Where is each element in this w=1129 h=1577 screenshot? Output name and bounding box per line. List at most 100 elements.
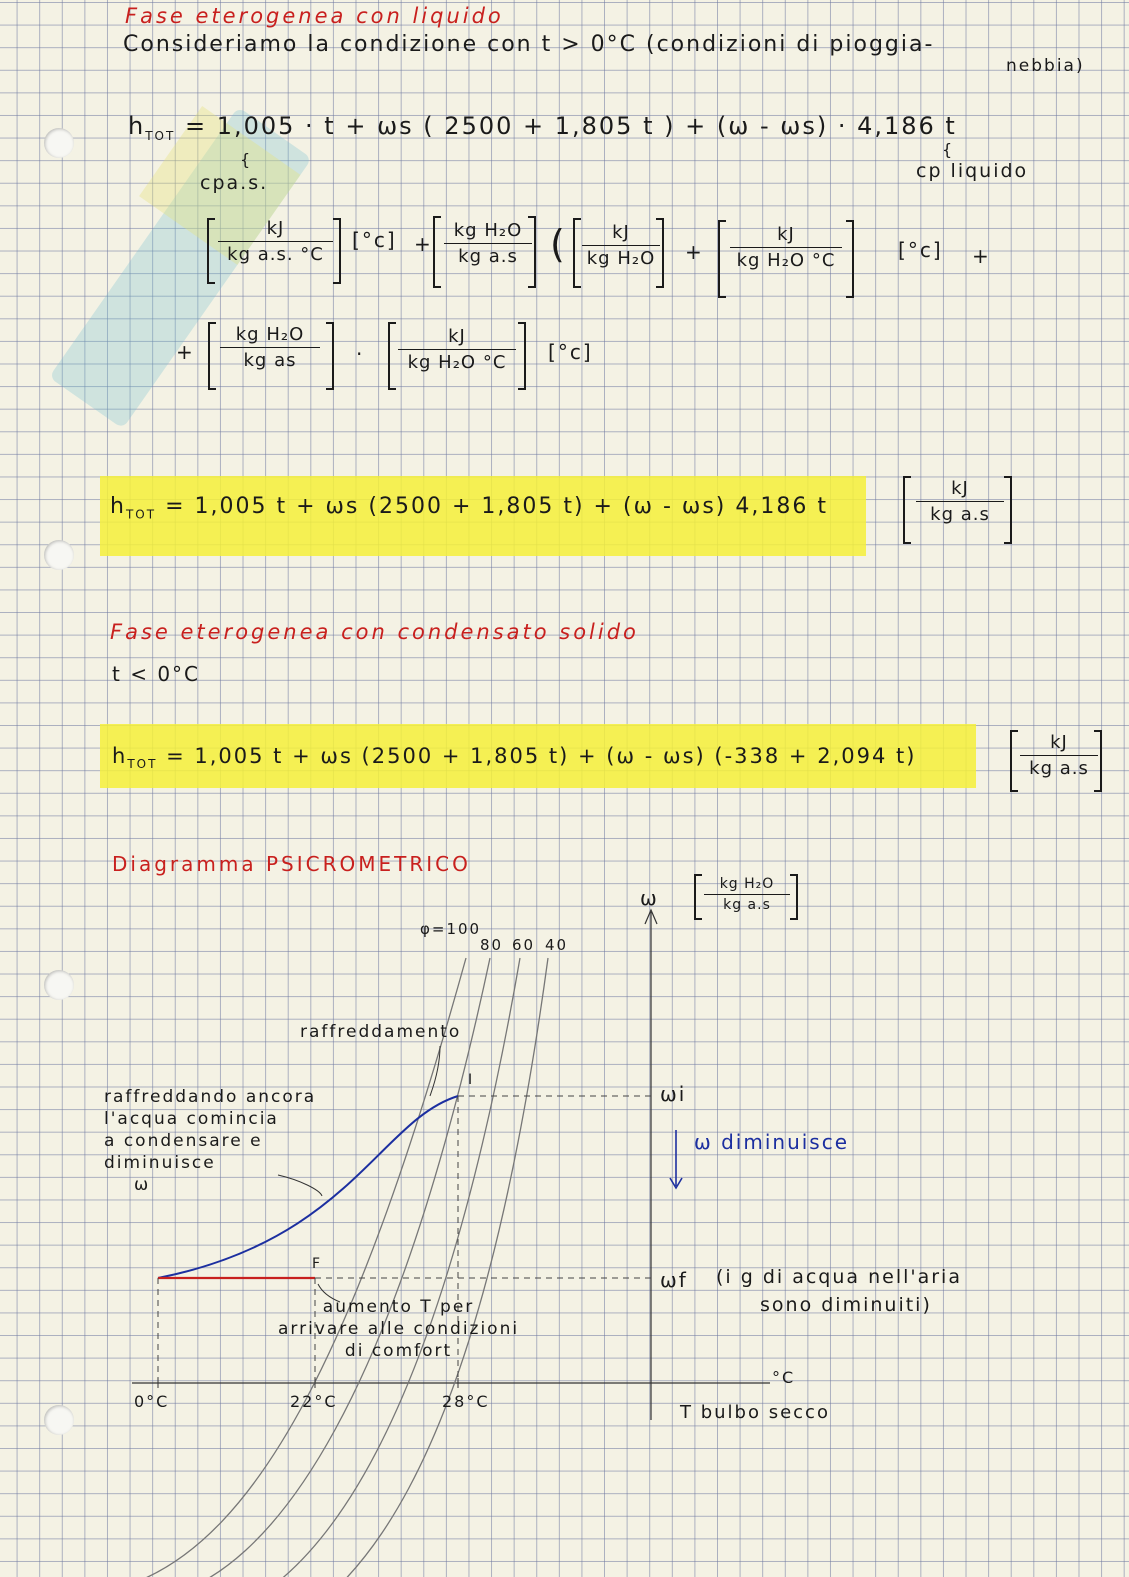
- highlight-band: [100, 724, 976, 788]
- cp-liquid-note: cp liquido: [916, 160, 1029, 182]
- unit-num: kJ: [582, 222, 660, 246]
- enthalpy-symbol: h: [110, 494, 126, 519]
- unit-fraction: kJ kg H₂O °C: [398, 326, 516, 373]
- w-decrease-label: ω diminuisce: [694, 1130, 850, 1154]
- plus-sign: +: [176, 340, 193, 364]
- note-line: diminuisce: [104, 1153, 216, 1173]
- label-raffreddamento: raffreddamento: [300, 1022, 462, 1042]
- note-line: a condensare e: [104, 1131, 263, 1151]
- bracket-left: [718, 220, 726, 298]
- unit-den: kg as: [243, 350, 297, 371]
- unit-celsius: [°c]: [548, 340, 593, 364]
- section-title-solid: Fase eterogenea con condensato solido: [110, 620, 639, 644]
- brace-mark: {: [942, 140, 953, 159]
- unit-den: kg a.s: [723, 897, 771, 913]
- intro-line-continued: nebbia): [1006, 56, 1085, 76]
- bracket-right: [333, 218, 341, 284]
- bracket-right: [1094, 730, 1102, 792]
- unit-celsius-text: °c: [557, 340, 583, 364]
- highlight-band: [100, 476, 866, 556]
- bracket-left: [208, 322, 216, 390]
- unit-celsius: [°c]: [352, 228, 397, 252]
- bracket-left: [573, 218, 581, 288]
- enthalpy-subscript: TOT: [125, 507, 157, 522]
- bracket-right: [790, 874, 798, 920]
- w-axis-arrow: [644, 908, 658, 925]
- bracket-right: [326, 322, 334, 390]
- binder-hole: [44, 540, 74, 570]
- bracket-left: [388, 322, 396, 390]
- unit-fraction: kJ kg H₂O °C: [730, 224, 842, 271]
- note-reheating: aumento T per arrivare alle condizioni d…: [278, 1296, 519, 1362]
- unit-fraction: kJ kg a.s. °C: [218, 218, 333, 265]
- cp-dry-air-note: cpa.s.: [200, 172, 269, 194]
- unit-celsius-text: °c: [907, 238, 933, 262]
- unit-den: kg a.s: [458, 246, 518, 267]
- note-line: l'acqua comincia: [104, 1109, 279, 1129]
- unit-den: kg H₂O: [586, 248, 656, 269]
- tick-0c: 0°C: [134, 1392, 170, 1411]
- unit-num: kJ: [916, 478, 1004, 502]
- bracket-right: [528, 216, 536, 288]
- temperature-condition: t < 0°C: [112, 662, 201, 686]
- plus-sign: +: [972, 244, 989, 268]
- unit-celsius-text: °c: [361, 228, 387, 252]
- point-f-label: F: [312, 1256, 323, 1272]
- plus-sign: +: [414, 232, 431, 256]
- bracket-left: [694, 874, 702, 920]
- plus-sign: +: [685, 240, 702, 264]
- intro-line: Consideriamo la condizione con t > 0°C (…: [123, 32, 935, 57]
- enthalpy-symbol: h: [112, 744, 128, 768]
- unit-den: kg a.s: [1029, 758, 1089, 779]
- x-axis-unit: °C: [772, 1368, 796, 1387]
- bracket-right: [656, 218, 664, 288]
- note-line: raffreddando ancora: [104, 1087, 317, 1107]
- curve-phi-100: [145, 957, 467, 1577]
- unit-fraction: kg H₂O kg a.s: [444, 220, 532, 267]
- bracket-right: [518, 322, 526, 390]
- curve-phi-60: [282, 957, 521, 1577]
- bracket-right: [846, 220, 854, 298]
- tick-28c: 28°C: [442, 1392, 490, 1411]
- note-line: arrivare alle condizioni: [278, 1319, 520, 1339]
- bracket-left: [207, 218, 215, 284]
- unit-num: kg H₂O: [220, 324, 320, 348]
- point-i-label: I: [468, 1072, 475, 1088]
- w-axis-unit: kg H₂O kg a.s: [704, 876, 790, 913]
- dot-operator: ·: [356, 342, 363, 366]
- note-line: ω: [134, 1175, 151, 1195]
- bracket-left: [903, 476, 911, 544]
- unit-fraction: kg H₂O kg as: [220, 324, 320, 371]
- unit-den: kg H₂O °C: [736, 250, 836, 271]
- unit-fraction: kJ kg a.s: [916, 478, 1004, 525]
- equation-body: = 1,005 · t + ωs ( 2500 + 1,805 t ) + (ω…: [184, 112, 957, 140]
- leader-note2: [317, 1283, 341, 1303]
- phi-100-label: φ=100: [420, 920, 482, 938]
- binder-hole: [44, 970, 74, 1000]
- unit-num: kg H₂O: [704, 876, 790, 895]
- binder-hole: [44, 1405, 74, 1435]
- phi-80-label: 80: [480, 936, 504, 954]
- phi-60-label: 60: [512, 936, 536, 954]
- enthalpy-equation-liquid: hTOT = 1,005 · t + ωs ( 2500 + 1,805 t )…: [128, 112, 957, 143]
- wf-label: ωf: [660, 1268, 688, 1292]
- tick-22c: 22°C: [290, 1392, 338, 1411]
- enthalpy-equation-solid: hTOT = 1,005 t + ωs (2500 + 1,805 t) + (…: [112, 744, 916, 771]
- section-title-diagram: Diagramma PSICROMETRICO: [112, 852, 471, 876]
- unit-num: kJ: [218, 218, 333, 242]
- equation-body: = 1,005 t + ωs (2500 + 1,805 t) + (ω - ω…: [165, 494, 828, 519]
- section-title-liquid: Fase eterogenea con liquido: [125, 4, 504, 28]
- unit-den: kg a.s. °C: [227, 244, 324, 265]
- unit-celsius: [°c]: [898, 238, 943, 262]
- enthalpy-subscript: TOT: [145, 128, 176, 143]
- unit-num: kJ: [730, 224, 842, 248]
- enthalpy-equation-highlighted: hTOT = 1,005 t + ωs (2500 + 1,805 t) + (…: [110, 494, 828, 521]
- phi-40-label: 40: [545, 936, 569, 954]
- unit-fraction: kJ kg a.s: [1020, 732, 1098, 779]
- note-condensation: raffreddando ancora l'acqua comincia a c…: [104, 1086, 316, 1196]
- curve-phi-40: [346, 957, 549, 1577]
- leader-raffreddamento: [429, 1045, 441, 1097]
- leader-note1: [277, 1174, 323, 1197]
- unit-den: kg H₂O °C: [407, 352, 507, 373]
